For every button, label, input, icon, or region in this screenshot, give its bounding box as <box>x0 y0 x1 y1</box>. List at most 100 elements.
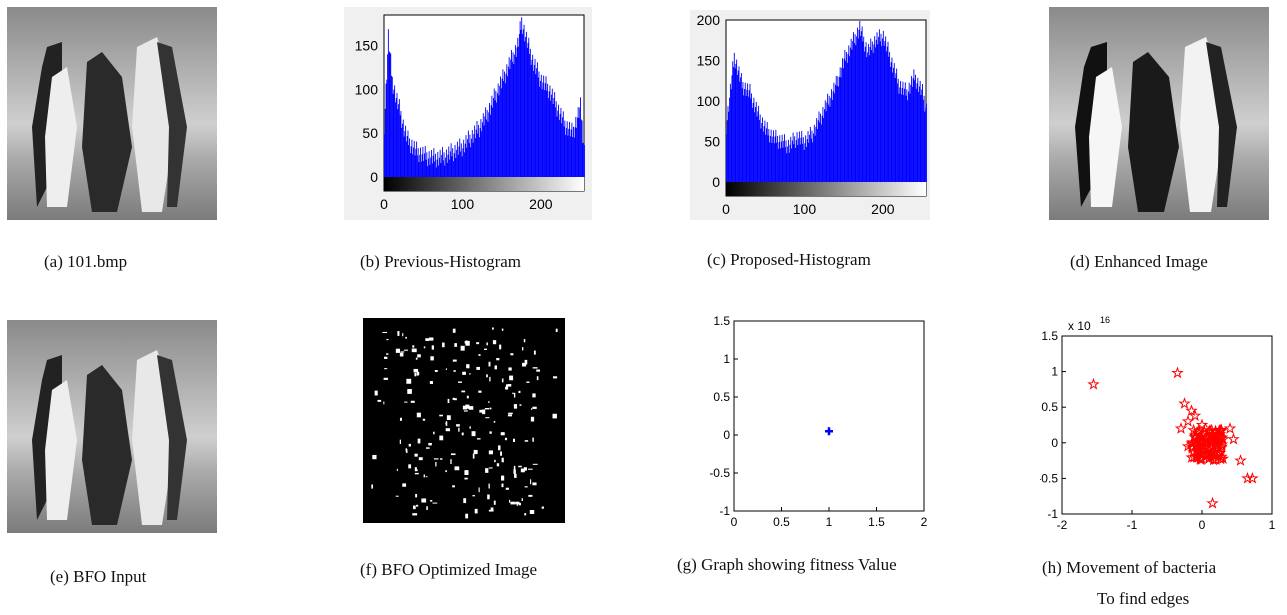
histogram-bar <box>914 80 916 182</box>
histogram-bar <box>768 129 770 182</box>
histogram-bar <box>904 88 905 182</box>
x-tick-label: 200 <box>871 201 895 217</box>
edge-pixel <box>519 404 522 406</box>
histogram-bar <box>529 53 530 177</box>
histogram-bar <box>751 93 752 182</box>
histogram-bar <box>868 55 870 182</box>
histogram-bar <box>742 82 744 182</box>
edge-pixel <box>433 458 439 460</box>
edge-pixel <box>451 453 456 456</box>
histogram-bar <box>396 93 398 177</box>
histogram-bar <box>762 117 763 182</box>
histogram-bar <box>435 167 437 177</box>
histogram-bar <box>852 40 854 182</box>
histogram-bar <box>854 34 856 183</box>
histogram-bar <box>755 101 757 182</box>
histogram-bar <box>410 146 412 177</box>
histogram-bar <box>580 119 582 177</box>
histogram-bar <box>528 37 530 178</box>
histogram-bar <box>810 138 812 182</box>
histogram-bar <box>515 56 517 177</box>
bacteria-point <box>1195 428 1209 441</box>
edge-pixel <box>510 353 514 356</box>
histogram-bar <box>521 17 523 177</box>
histogram-bar <box>572 137 574 177</box>
plot-area <box>733 320 925 512</box>
edge-pixel <box>516 503 518 506</box>
x-tick-label: 1.5 <box>868 515 885 529</box>
histogram-bar <box>389 52 391 177</box>
histogram-bar <box>579 107 581 177</box>
histogram-bar <box>438 165 440 177</box>
histogram-bar <box>882 38 883 183</box>
histogram-bar <box>453 153 455 177</box>
histogram-bar <box>909 93 911 182</box>
histogram-bar <box>472 142 474 177</box>
edge-pixel <box>453 398 457 401</box>
histogram-bar <box>464 152 465 177</box>
histogram-bar <box>517 37 519 177</box>
histogram-bar <box>467 130 469 177</box>
histogram-bar <box>400 110 402 177</box>
edge-pixel <box>402 333 404 337</box>
edge-pixel <box>461 432 464 436</box>
edge-pixel <box>434 370 438 372</box>
histogram-bar <box>461 156 463 177</box>
caption-h-line2: To find edges <box>1097 589 1190 608</box>
histogram-bar <box>796 132 798 182</box>
bacteria-point <box>1185 451 1198 463</box>
edge-pixel <box>452 359 457 362</box>
histogram-bar <box>907 91 909 182</box>
histogram-bar <box>736 74 738 182</box>
edge-pixel <box>505 386 509 390</box>
histogram-bar <box>573 137 575 177</box>
edge-pixel <box>493 420 496 423</box>
histogram-bar <box>387 29 389 178</box>
histogram-bar <box>733 66 734 182</box>
edge-pixel <box>524 486 528 488</box>
histogram-bar <box>845 60 847 182</box>
histogram-bar <box>792 132 794 182</box>
histogram-bar <box>464 143 466 177</box>
histogram-bar <box>893 67 894 182</box>
histogram-bar <box>454 144 456 177</box>
histogram-bar <box>786 153 788 182</box>
histogram-bar <box>747 96 749 182</box>
histogram-bar <box>759 114 761 182</box>
edge-pixel <box>532 437 534 442</box>
histogram-bar <box>908 82 910 182</box>
histogram-bar <box>544 83 546 177</box>
histogram-bar <box>520 29 522 177</box>
histogram-bar <box>757 111 759 182</box>
edge-pixel <box>414 467 417 472</box>
histogram-bar <box>882 30 884 182</box>
edge-pixel <box>386 353 389 355</box>
edge-pixel <box>496 463 500 467</box>
histogram-bar <box>525 31 527 177</box>
histogram-bar <box>519 21 521 177</box>
histogram-bar <box>423 160 425 177</box>
x-tick-label: 0 <box>731 515 738 529</box>
edge-pixel <box>492 340 497 345</box>
edge-pixel <box>421 498 427 503</box>
histogram-bar <box>416 155 418 177</box>
edge-pixel <box>492 327 494 330</box>
histogram-bar <box>446 162 448 177</box>
edge-pixel <box>403 349 409 351</box>
edge-pixel <box>541 506 544 509</box>
fitness-graph-chart: 0 0.5 1 1.5 2 -1 -0.5 0 0.5 1 1.5 <box>700 314 940 535</box>
edge-pixel <box>479 409 485 413</box>
histogram-bar <box>826 102 828 182</box>
histogram-bar <box>434 153 436 177</box>
histogram-bar <box>562 111 564 177</box>
edge-pixel <box>405 336 407 339</box>
histogram-bar <box>507 76 509 177</box>
histogram-bar <box>453 161 454 177</box>
histogram-bar <box>758 105 760 182</box>
bacteria-point <box>1223 422 1237 434</box>
edge-pixel <box>484 348 487 351</box>
histogram-bar <box>901 88 903 182</box>
histogram-bar <box>878 29 880 182</box>
histogram-bar <box>507 66 509 177</box>
histogram-bar <box>462 148 464 177</box>
